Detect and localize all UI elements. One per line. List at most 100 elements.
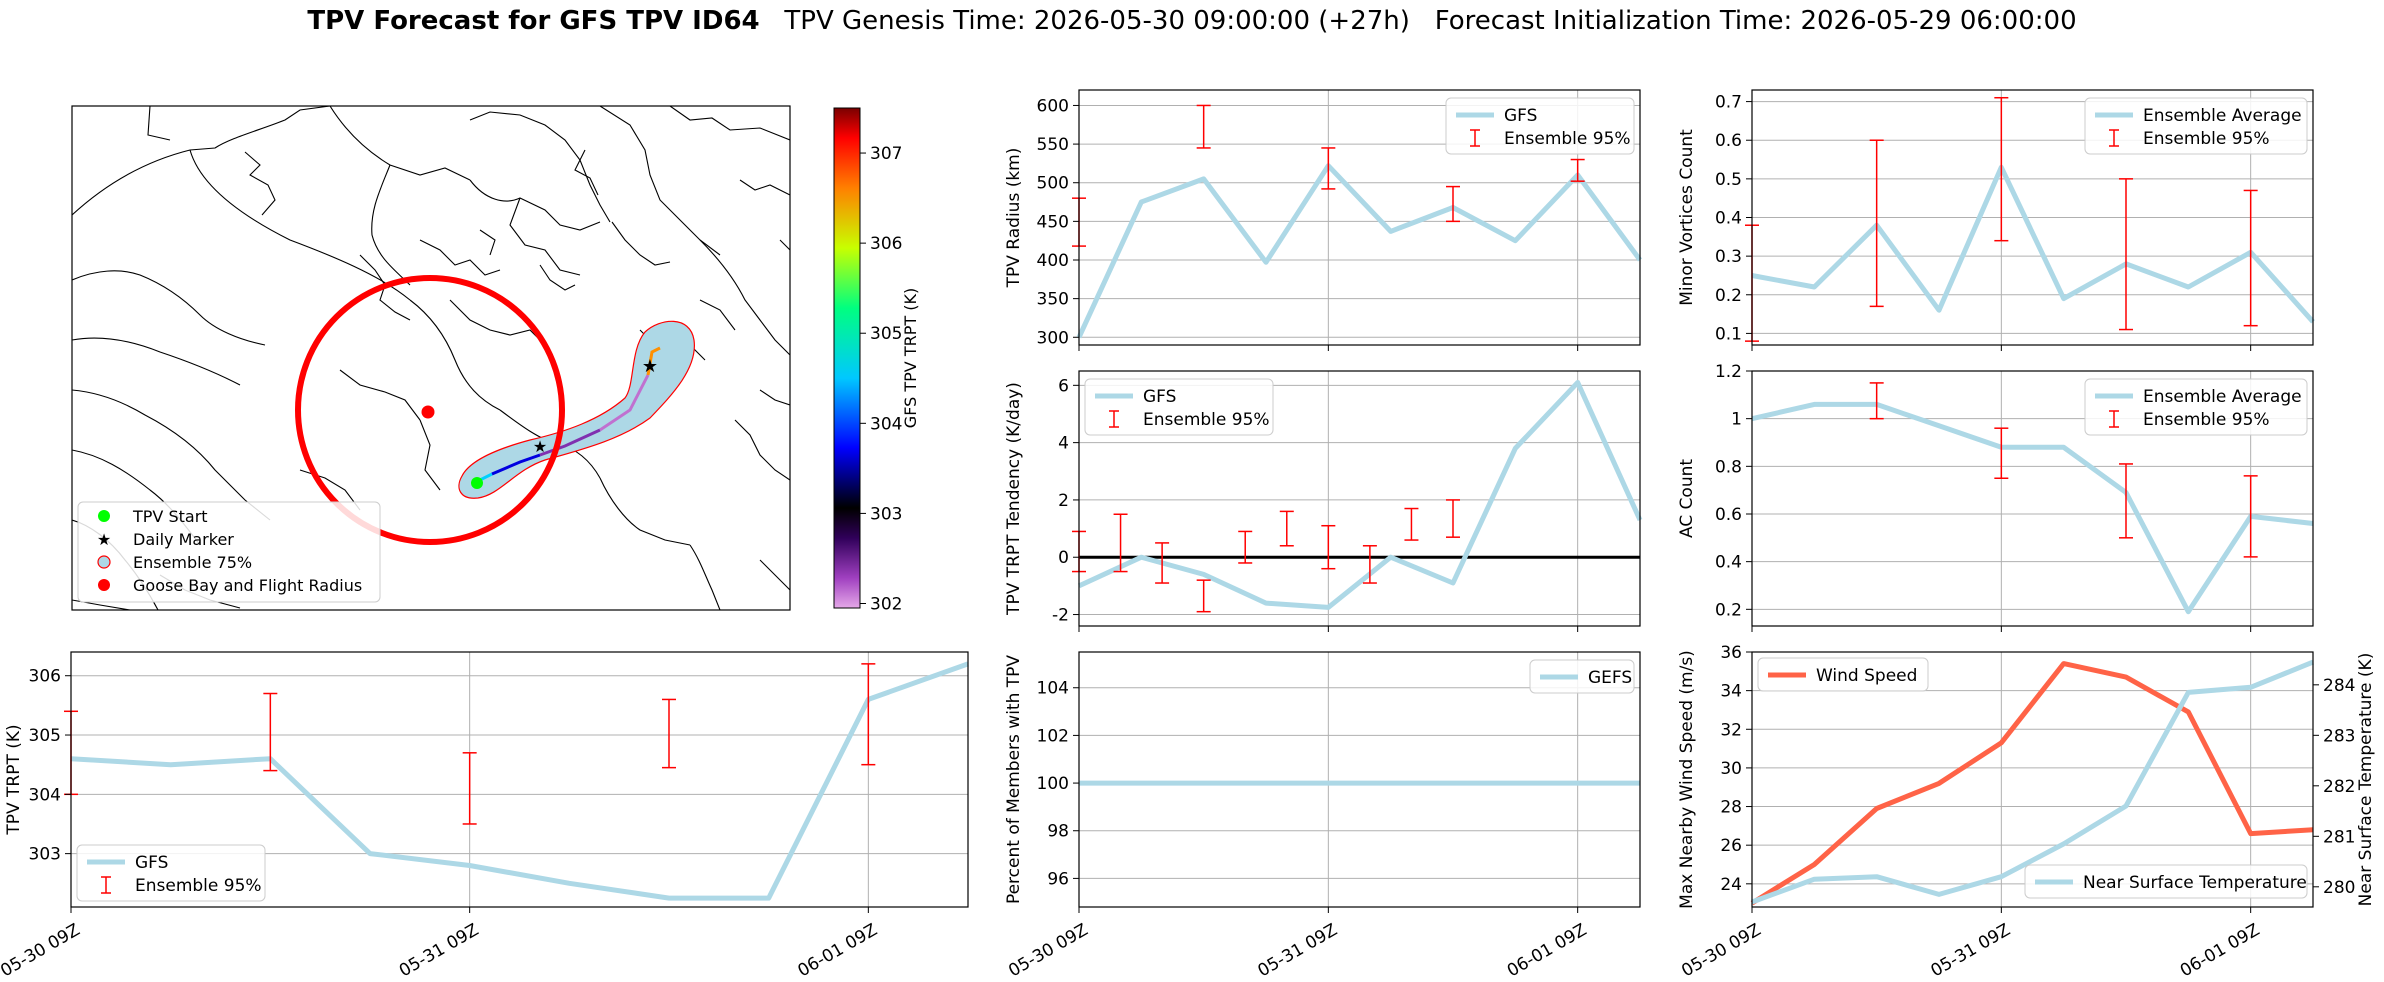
y-tick-label: 305 xyxy=(29,726,61,746)
y-tick-label: 0.5 xyxy=(1715,170,1742,190)
track-segment xyxy=(646,346,661,376)
daily-marker: ★ xyxy=(533,437,547,456)
map-legend: TPV Start ★ Daily Marker Ensemble 75% Go… xyxy=(77,501,381,603)
legend-label: GFS xyxy=(1504,106,1537,126)
legend-label: GEFS xyxy=(1588,668,1632,688)
y-tick-label: -2 xyxy=(1052,606,1069,626)
plot-frame xyxy=(1078,89,1641,346)
flight-radius-circle xyxy=(295,275,565,545)
legend-label: Ensemble 95% xyxy=(2143,410,2270,430)
legend-box xyxy=(76,844,266,902)
y-tick-label: 0.2 xyxy=(1715,600,1742,620)
y-tick-label-right: 281 xyxy=(2323,827,2355,847)
chart-tendency: -2 0 2 4 6 TPV TRPT Tendency (K/day) GFS Ensemb… xyxy=(1004,370,1643,632)
y-tick-label: 304 xyxy=(29,785,61,805)
map-panel: ★ ★ TPV Start ★ Daily Marker Ensemble 75… xyxy=(71,105,920,614)
series-line-0 xyxy=(1077,380,1643,610)
colorbar-label: GFS TPV TRPT (K) xyxy=(901,288,920,428)
legend-label: Ensemble 95% xyxy=(2143,129,2270,149)
x-tick-label: 05-31 09Z xyxy=(396,920,482,981)
y-tick-label: 400 xyxy=(1037,251,1069,271)
y-tick-label: 2 xyxy=(1058,491,1069,511)
colorbar-tick-label: 304 xyxy=(870,414,902,434)
y-tick-label: 0 xyxy=(1058,548,1069,568)
legend-label: GFS xyxy=(1143,387,1176,407)
chart-ac: 0.2 0.4 0.6 0.8 1 1.2 AC Count Ensemble Average… xyxy=(1677,362,2314,632)
series-line-0 xyxy=(1750,661,2314,906)
y-tick-label: 0.2 xyxy=(1715,286,1742,306)
y-tick-label: 300 xyxy=(1037,328,1069,348)
chart-radius: 300 350 400 450 500 550 600 TPV Radius (km) GFS E… xyxy=(1004,89,1643,351)
y-tick-label-right: 282 xyxy=(2323,777,2355,797)
legend-label: TPV Start xyxy=(132,507,208,526)
ensemble-75-area xyxy=(458,320,695,499)
colorbar-tick-label: 305 xyxy=(870,324,902,344)
track-segment xyxy=(539,428,601,457)
y-tick-label: 1 xyxy=(1731,410,1742,430)
plot-frame xyxy=(1078,370,1641,627)
daily-marker: ★ xyxy=(642,356,658,377)
y-tick-label: 0.4 xyxy=(1715,209,1742,229)
x-tick-label: 05-31 09Z xyxy=(1255,920,1341,981)
colorbar-tick-label: 303 xyxy=(870,504,902,524)
y-axis-label: Minor Vortices Count xyxy=(1677,129,1697,306)
legend-box xyxy=(1529,659,1635,694)
legend-label: Near Surface Temperature xyxy=(2083,873,2307,893)
plot-frame xyxy=(1751,370,2314,627)
colorbar-tick-label: 302 xyxy=(870,594,902,614)
legend-label: Ensemble 95% xyxy=(135,876,262,896)
legend-label: Goose Bay and Flight Radius xyxy=(133,576,362,595)
y-tick-label-right: 283 xyxy=(2323,726,2355,746)
track-segment xyxy=(491,453,541,476)
y-tick-label-right: 280 xyxy=(2323,878,2355,898)
chart-trpt: 303 304 305 306 TPV TRPT (K) 05-30 09Z 05-31 0… xyxy=(0,651,969,981)
legend-box xyxy=(1084,378,1274,436)
plot-frame xyxy=(1078,651,1641,908)
title-genesis: TPV Genesis Time: 2026-05-30 09:00:00 (+… xyxy=(784,6,1410,36)
tpv-start-marker xyxy=(471,477,483,489)
y-tick-label: 0.6 xyxy=(1715,131,1742,151)
legend-label: Ensemble Average xyxy=(2143,106,2302,126)
y-axis-label: Max Nearby Wind Speed (m/s) xyxy=(1677,650,1697,909)
legend-ensemble-icon xyxy=(97,555,111,569)
legend-label: Ensemble 95% xyxy=(1504,129,1631,149)
chart-percent: 96 98 100 102 104 Percent of Members with TPV… xyxy=(1004,651,1641,981)
track-segment xyxy=(599,374,650,432)
y-tick-label: 600 xyxy=(1037,96,1069,116)
series-line-0 xyxy=(1751,164,2315,324)
x-tick-label: 05-30 09Z xyxy=(1678,920,1764,981)
chart-minor: 0.1 0.2 0.3 0.4 0.5 0.6 0.7 Minor Vortices Coun… xyxy=(1677,89,2315,351)
y-tick-label: 0.4 xyxy=(1715,553,1742,573)
y-tick-label: 500 xyxy=(1037,174,1069,194)
legend-label: Daily Marker xyxy=(133,530,234,549)
y-tick-label: 0.8 xyxy=(1715,457,1742,477)
figure-title: TPV Forecast for GFS TPV ID64 TPV Genesi… xyxy=(0,6,2384,36)
y-tick-label: 32 xyxy=(1720,720,1742,740)
legend-label: Wind Speed xyxy=(1816,666,1917,686)
y-axis-label-right: Near Surface Temperature (K) xyxy=(2356,653,2376,907)
y-tick-label: 30 xyxy=(1720,759,1742,779)
plot-frame xyxy=(1751,651,2314,908)
y-axis-label: Percent of Members with TPV xyxy=(1004,655,1024,904)
title-init: Forecast Initialization Time: 2026-05-29… xyxy=(1434,6,2077,36)
y-tick-label: 550 xyxy=(1037,135,1069,155)
chart-wind: 24 26 28 30 32 34 36 Max Nearby Wind Speed (m/s… xyxy=(1677,643,2376,981)
x-tick-label: 06-01 09Z xyxy=(1504,920,1590,981)
series-line-0 xyxy=(70,661,969,901)
y-tick-label: 0.6 xyxy=(1715,505,1742,525)
y-tick-label: 36 xyxy=(1720,643,1742,663)
y-tick-label: 28 xyxy=(1720,798,1742,818)
y-tick-label: 0.7 xyxy=(1715,93,1742,113)
legend-box xyxy=(2084,378,2308,436)
y-tick-label: 303 xyxy=(29,845,61,865)
y-axis-label: TPV TRPT (K) xyxy=(4,724,24,835)
series-line-1 xyxy=(1751,659,2314,905)
y-tick-label: 24 xyxy=(1720,875,1742,895)
x-tick-label: 05-30 09Z xyxy=(1005,920,1091,981)
legend-box xyxy=(1445,97,1635,155)
x-tick-label: 05-31 09Z xyxy=(1928,920,2014,981)
y-tick-label: 0.1 xyxy=(1715,324,1742,344)
y-tick-label: 26 xyxy=(1720,836,1742,856)
y-tick-label: 6 xyxy=(1058,376,1069,396)
y-tick-label: 102 xyxy=(1037,726,1069,746)
